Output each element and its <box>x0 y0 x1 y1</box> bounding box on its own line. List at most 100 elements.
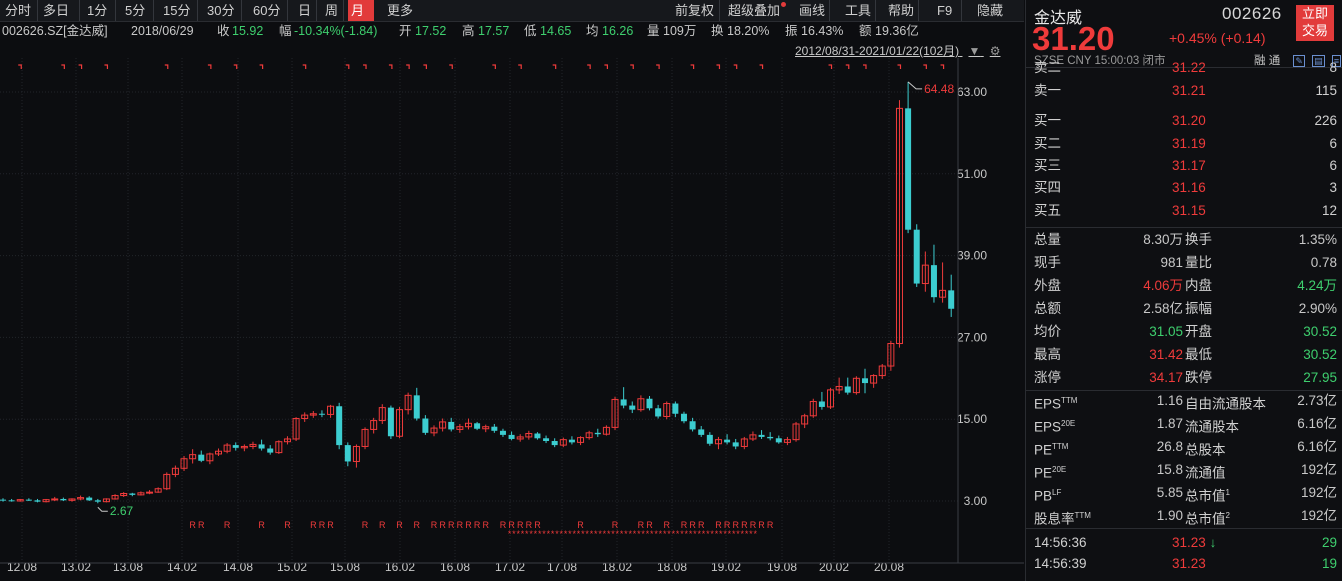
candle-body <box>464 422 472 428</box>
hide-button[interactable]: 隐藏 <box>977 3 1004 18</box>
top-marker <box>690 64 695 69</box>
r-marker: R <box>414 520 421 530</box>
candle-body <box>16 499 24 502</box>
candle-body <box>361 428 369 447</box>
edit-icon[interactable]: ✎ <box>1293 55 1305 67</box>
r-marker: R <box>327 520 334 530</box>
help-button[interactable]: 帮助 <box>885 0 919 21</box>
orderbook-row[interactable]: 卖一 31.21 115 <box>1026 80 1342 102</box>
swing-value: 16.43% <box>801 24 844 38</box>
star-marker: * <box>529 529 533 539</box>
fund-label: PETTM <box>1034 436 1068 462</box>
draw-line-button[interactable]: 画线 <box>796 0 830 21</box>
tab-15min[interactable]: 15分 <box>160 0 198 21</box>
candle-body <box>301 414 309 420</box>
tab-5min[interactable]: 5分 <box>122 0 154 21</box>
tab-week[interactable]: 周 <box>322 0 344 21</box>
fund-label-sup: 1 <box>1225 488 1230 497</box>
orderbook-row[interactable]: 买五 31.15 12 <box>1026 200 1342 222</box>
avg-label: 均 <box>586 24 599 38</box>
tab-more[interactable]: 更多 <box>387 3 414 18</box>
star-marker: * <box>525 529 529 539</box>
y-tick-label: 15.00 <box>957 412 987 426</box>
star-marker: * <box>715 529 719 539</box>
r-marker: R <box>698 520 705 530</box>
tab-multi-day[interactable]: 多日 <box>40 0 80 21</box>
settings-gear-icon[interactable]: ⚙ <box>989 44 1001 58</box>
y-tick-label: 27.00 <box>957 330 987 344</box>
stock-code: 002626 <box>1222 4 1282 23</box>
quote-panel: 金达威 002626 31.20 +0.45% (+0.14) 立即 交易 SZ… <box>1025 0 1342 581</box>
star-marker: * <box>572 529 576 539</box>
candle-body <box>930 265 937 298</box>
star-marker: * <box>611 529 615 539</box>
stats-row: 外盘 4.06万 内盘 4.24万 <box>1026 275 1342 297</box>
star-marker: * <box>654 529 658 539</box>
tab-intraday[interactable]: 分时 <box>2 0 38 21</box>
candle-body <box>844 386 851 393</box>
market-meta: SZSE CNY 15:00:03 闭市 <box>1034 55 1166 67</box>
orderbook-row[interactable]: 买三 31.17 6 <box>1026 155 1342 177</box>
star-marker: * <box>512 529 516 539</box>
tab-month[interactable]: 月 <box>348 0 374 21</box>
f9-button[interactable]: F9 <box>934 0 962 21</box>
stat-label: 总额 <box>1034 301 1061 316</box>
down-arrow-icon: ↓ <box>1209 535 1217 550</box>
date-range-selector[interactable]: 2012/08/31-2021/01/22(102月) ▼ ⚙ <box>795 42 1000 59</box>
candle-body <box>568 439 575 443</box>
candle-body <box>611 398 619 428</box>
y-tick-label: 39.00 <box>957 249 987 263</box>
orderbook-row[interactable]: 卖二 31.22 8 <box>1026 57 1342 79</box>
candle-body <box>111 495 119 500</box>
tick-price-value: 31.23 <box>1172 556 1206 571</box>
fund-label-sup: LF <box>1052 488 1062 497</box>
menu-icon[interactable]: ≡ <box>1331 55 1342 67</box>
r-marker: R <box>724 520 731 530</box>
tools-button[interactable]: 工具 <box>842 0 876 21</box>
stats-row: 最高 31.42 最低 30.52 <box>1026 344 1342 366</box>
candle-body <box>232 445 239 448</box>
turn-label: 换 <box>711 24 724 38</box>
orderbook-price: 31.22 <box>1172 60 1206 75</box>
note-icon[interactable]: ▤ <box>1312 55 1325 67</box>
orderbook-volume: 6 <box>1329 136 1337 151</box>
fund-value: 192亿 <box>1300 508 1337 523</box>
tab-30min[interactable]: 30分 <box>204 0 242 21</box>
candle-body <box>275 441 283 454</box>
kline-chart[interactable]: 63.00 51.00 39.00 27.00 15.00 3.00 12.08 13.02 1… <box>0 58 1024 581</box>
star-marker: * <box>620 529 624 539</box>
star-marker: * <box>551 529 555 539</box>
fund-label-sup: 20E <box>1052 465 1067 474</box>
date-range-label: 2012/08/31-2021/01/22(102月) <box>795 44 960 58</box>
r-marker: R <box>362 520 369 530</box>
orderbook-price: 31.21 <box>1172 83 1206 98</box>
margin-tags: 融 通 ✎ ▤ ≡ <box>1254 52 1342 68</box>
tick-price: 31.23 <box>1172 553 1206 575</box>
overlay-button[interactable]: 超级叠加 <box>728 3 781 18</box>
top-marker <box>18 64 22 69</box>
tab-60min[interactable]: 60分 <box>250 0 288 21</box>
star-marker: * <box>508 529 512 539</box>
tab-day[interactable]: 日 <box>295 0 317 21</box>
orderbook-row[interactable]: 买一 31.20 226 <box>1026 110 1342 132</box>
top-marker <box>61 64 65 69</box>
candle-body <box>602 426 610 435</box>
r-marker: R <box>500 520 507 530</box>
star-marker: * <box>547 529 551 539</box>
trade-now-button[interactable]: 立即 交易 <box>1296 5 1334 41</box>
fund-label-text: 股息率 <box>1034 511 1075 527</box>
bar-date: 2018/06/29 <box>131 24 194 38</box>
tab-1min[interactable]: 1分 <box>84 0 116 21</box>
x-tick-label: 17.08 <box>547 560 577 574</box>
orderbook-row[interactable]: 买四 31.16 3 <box>1026 177 1342 199</box>
candle-info-bar: 002626.SZ[金达威] 2018/06/29 收 15.92 幅 -10.… <box>0 22 1024 40</box>
r-marker: R <box>457 520 464 530</box>
star-marker: * <box>697 529 701 539</box>
r-marker: R <box>379 520 386 530</box>
candle-body <box>680 413 687 422</box>
r-marker: R <box>732 520 739 530</box>
candle-body <box>34 500 41 502</box>
orderbook-row[interactable]: 买二 31.19 6 <box>1026 133 1342 155</box>
candle-body <box>180 458 188 469</box>
adjust-button[interactable]: 前复权 <box>672 0 720 21</box>
